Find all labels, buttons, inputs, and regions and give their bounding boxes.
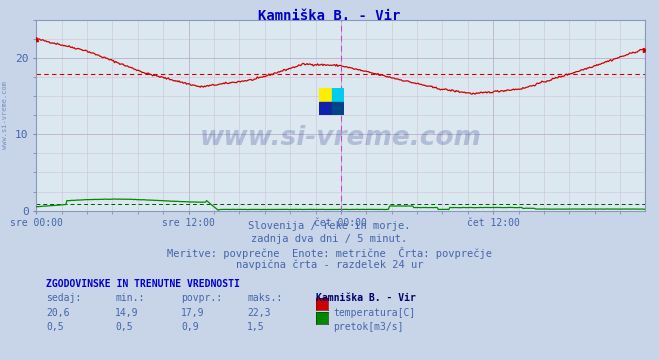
Text: 20,6: 20,6 (46, 308, 70, 318)
Text: 1,5: 1,5 (247, 322, 265, 332)
Text: www.si-vreme.com: www.si-vreme.com (200, 125, 481, 151)
Bar (319, 88, 331, 102)
Text: 0,9: 0,9 (181, 322, 199, 332)
Text: pretok[m3/s]: pretok[m3/s] (333, 322, 404, 332)
Text: min.:: min.: (115, 293, 145, 303)
Text: Kamniška B. - Vir: Kamniška B. - Vir (258, 9, 401, 23)
Text: navpična črta - razdelek 24 ur: navpična črta - razdelek 24 ur (236, 259, 423, 270)
Text: maks.:: maks.: (247, 293, 282, 303)
Text: temperatura[C]: temperatura[C] (333, 308, 416, 318)
Text: 14,9: 14,9 (115, 308, 139, 318)
Bar (331, 88, 344, 102)
Text: ZGODOVINSKE IN TRENUTNE VREDNOSTI: ZGODOVINSKE IN TRENUTNE VREDNOSTI (46, 279, 240, 289)
Bar (331, 102, 344, 115)
Text: Slovenija / reke in morje.: Slovenija / reke in morje. (248, 221, 411, 231)
Text: Meritve: povprečne  Enote: metrične  Črta: povprečje: Meritve: povprečne Enote: metrične Črta:… (167, 247, 492, 258)
Bar (319, 102, 331, 115)
Text: Kamniška B. - Vir: Kamniška B. - Vir (316, 293, 416, 303)
Text: www.si-vreme.com: www.si-vreme.com (2, 81, 9, 149)
Text: povpr.:: povpr.: (181, 293, 222, 303)
Text: sedaj:: sedaj: (46, 293, 81, 303)
Text: 0,5: 0,5 (46, 322, 64, 332)
Text: 17,9: 17,9 (181, 308, 205, 318)
Text: 0,5: 0,5 (115, 322, 133, 332)
Text: zadnja dva dni / 5 minut.: zadnja dva dni / 5 minut. (251, 234, 408, 244)
Text: 22,3: 22,3 (247, 308, 271, 318)
